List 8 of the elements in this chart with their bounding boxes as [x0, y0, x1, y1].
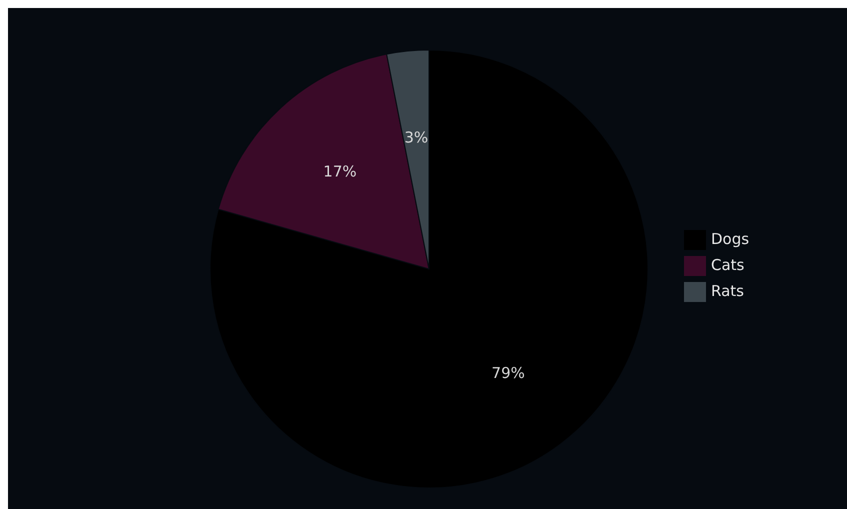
data-label: 17% [323, 162, 357, 180]
legend-label: Cats [711, 256, 745, 274]
legend-label: Dogs [711, 230, 750, 248]
pie-slice [218, 54, 430, 270]
pie-slice [210, 50, 648, 488]
data-label: 3% [404, 128, 428, 146]
legend-label: Rats [711, 282, 744, 300]
data-label: 79% [492, 364, 525, 382]
